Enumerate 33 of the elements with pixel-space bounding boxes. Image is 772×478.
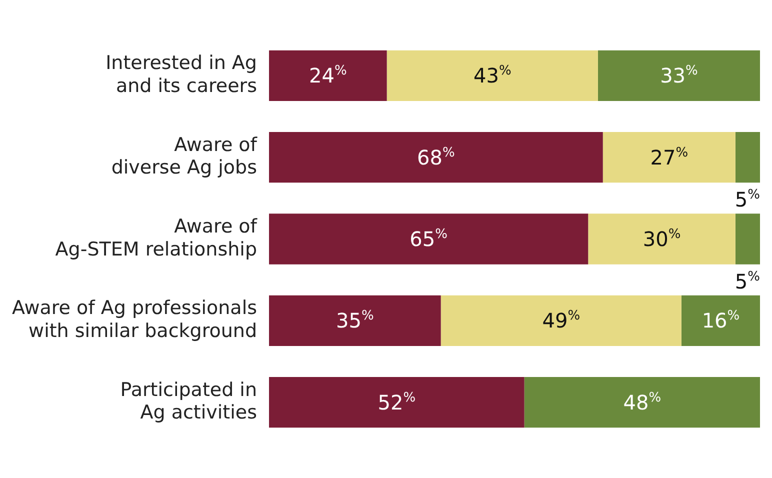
bar	[386, 50, 598, 101]
bar	[440, 295, 682, 346]
bar	[524, 377, 760, 428]
data-label: 16%	[702, 308, 740, 333]
data-label: 49%	[542, 308, 580, 333]
bar	[588, 214, 736, 264]
data-label: 24%	[309, 64, 347, 88]
bar	[602, 132, 736, 183]
data-label: 68%	[417, 145, 455, 170]
y-tick-label: Aware of Ag-STEM relationship	[55, 216, 258, 260]
bar	[269, 214, 588, 264]
y-tick-label: Aware of Ag professionals with similar background	[12, 297, 258, 342]
data-label: 30%	[642, 227, 681, 251]
bar	[681, 295, 760, 346]
data-label: 65%	[410, 227, 448, 251]
bar	[269, 50, 387, 101]
data-label: 5%	[734, 188, 760, 212]
data-label: 5%	[734, 269, 760, 294]
bar	[598, 50, 760, 101]
data-label: 35%	[336, 308, 374, 333]
bar	[735, 214, 760, 264]
data-label: 27%	[650, 145, 688, 170]
data-label: 33%	[660, 64, 698, 88]
bar	[269, 132, 603, 183]
data-label: 48%	[623, 390, 662, 414]
y-tick-label: Participated in Ag activities	[120, 378, 258, 424]
data-label: 52%	[378, 390, 416, 414]
data-label: 43%	[474, 64, 512, 88]
y-tick-label: Aware of diverse Ag jobs	[111, 134, 258, 179]
y-tick-label: Interested in Ag and its careers	[106, 52, 258, 97]
bar	[269, 377, 524, 428]
bar	[269, 295, 441, 346]
bar	[735, 132, 760, 183]
